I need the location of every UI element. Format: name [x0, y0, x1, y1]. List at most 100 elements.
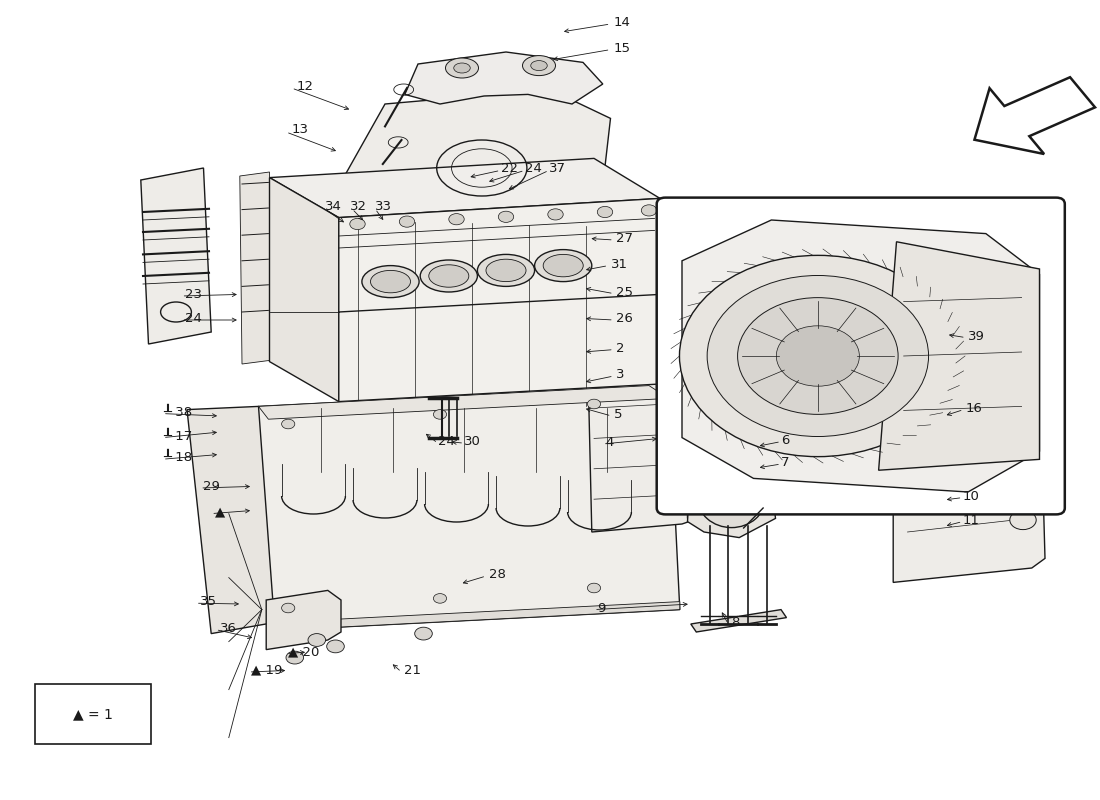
Ellipse shape — [446, 58, 478, 78]
Text: 5: 5 — [614, 408, 623, 421]
Polygon shape — [975, 78, 1096, 154]
Polygon shape — [270, 158, 660, 218]
Circle shape — [415, 627, 432, 640]
Circle shape — [777, 326, 859, 386]
Text: ▲ = 1: ▲ = 1 — [73, 707, 113, 721]
Text: 26: 26 — [616, 312, 632, 325]
Circle shape — [666, 266, 681, 278]
Polygon shape — [270, 178, 339, 402]
Polygon shape — [688, 450, 776, 538]
Text: 37: 37 — [549, 162, 565, 174]
Circle shape — [350, 218, 365, 230]
Circle shape — [548, 209, 563, 220]
Ellipse shape — [429, 265, 469, 287]
Text: 24: 24 — [438, 435, 454, 448]
Text: 15: 15 — [614, 42, 630, 54]
Polygon shape — [879, 242, 1040, 470]
Circle shape — [498, 211, 514, 222]
Text: ▲ 20: ▲ 20 — [288, 646, 320, 658]
Text: 28: 28 — [490, 568, 506, 581]
Circle shape — [587, 583, 601, 593]
Text: 33: 33 — [375, 200, 392, 213]
Text: ┸ 17: ┸ 17 — [163, 430, 192, 442]
Text: 25: 25 — [616, 286, 632, 298]
Text: 10: 10 — [962, 490, 979, 502]
Ellipse shape — [420, 260, 477, 292]
Circle shape — [433, 410, 447, 419]
Text: 23: 23 — [185, 288, 201, 301]
Polygon shape — [339, 198, 660, 402]
Circle shape — [433, 594, 447, 603]
Ellipse shape — [530, 61, 548, 70]
Circle shape — [327, 640, 344, 653]
Text: 4: 4 — [605, 436, 614, 449]
Polygon shape — [588, 374, 717, 532]
Circle shape — [666, 346, 681, 358]
Polygon shape — [688, 412, 770, 518]
Text: 31: 31 — [610, 258, 627, 270]
Circle shape — [286, 651, 304, 664]
Circle shape — [282, 419, 295, 429]
Polygon shape — [682, 220, 1040, 492]
Circle shape — [666, 306, 681, 318]
Polygon shape — [691, 610, 786, 632]
Circle shape — [449, 214, 464, 225]
Text: 29: 29 — [204, 480, 220, 493]
Circle shape — [1010, 510, 1036, 530]
Text: 9: 9 — [597, 602, 606, 614]
Text: 2: 2 — [616, 342, 625, 354]
Circle shape — [666, 226, 681, 238]
Circle shape — [597, 206, 613, 218]
Polygon shape — [187, 406, 275, 634]
Text: 24: 24 — [525, 162, 541, 174]
Circle shape — [738, 298, 898, 414]
Circle shape — [680, 255, 956, 457]
Polygon shape — [336, 90, 610, 224]
Circle shape — [308, 634, 326, 646]
Polygon shape — [405, 52, 603, 104]
Circle shape — [587, 399, 601, 409]
Text: 39: 39 — [968, 330, 984, 342]
Text: 22: 22 — [500, 162, 517, 174]
Polygon shape — [141, 168, 211, 344]
Text: 13: 13 — [292, 123, 308, 136]
Circle shape — [641, 205, 657, 216]
Text: 16: 16 — [966, 402, 982, 414]
Ellipse shape — [543, 254, 583, 277]
Ellipse shape — [697, 467, 766, 528]
Text: ▲: ▲ — [214, 506, 224, 518]
Text: 7: 7 — [781, 456, 790, 469]
Ellipse shape — [522, 56, 556, 76]
Polygon shape — [240, 172, 273, 364]
Text: 12: 12 — [297, 80, 313, 93]
Text: 11: 11 — [962, 514, 979, 526]
Text: 21: 21 — [404, 664, 420, 677]
Ellipse shape — [486, 259, 526, 282]
Text: 34: 34 — [324, 200, 341, 213]
Text: 6: 6 — [781, 434, 790, 446]
Text: 32: 32 — [350, 200, 366, 213]
Polygon shape — [266, 590, 341, 650]
Text: 30: 30 — [464, 435, 481, 448]
Text: 14: 14 — [614, 16, 630, 29]
Ellipse shape — [371, 270, 410, 293]
Polygon shape — [660, 198, 693, 396]
Ellipse shape — [362, 266, 419, 298]
Bar — [35, 684, 151, 744]
Circle shape — [707, 275, 928, 437]
Ellipse shape — [714, 482, 749, 513]
Polygon shape — [275, 602, 680, 630]
Polygon shape — [258, 386, 680, 630]
Ellipse shape — [477, 254, 535, 286]
Text: 3: 3 — [616, 368, 625, 381]
Polygon shape — [893, 468, 1036, 490]
Text: ┸ 18: ┸ 18 — [163, 451, 191, 464]
Text: 27: 27 — [616, 232, 632, 245]
Text: 35: 35 — [200, 595, 217, 608]
Circle shape — [282, 603, 295, 613]
Circle shape — [399, 216, 415, 227]
FancyBboxPatch shape — [657, 198, 1065, 514]
Ellipse shape — [535, 250, 592, 282]
Text: ▲ 19: ▲ 19 — [251, 664, 283, 677]
Polygon shape — [893, 468, 1045, 582]
